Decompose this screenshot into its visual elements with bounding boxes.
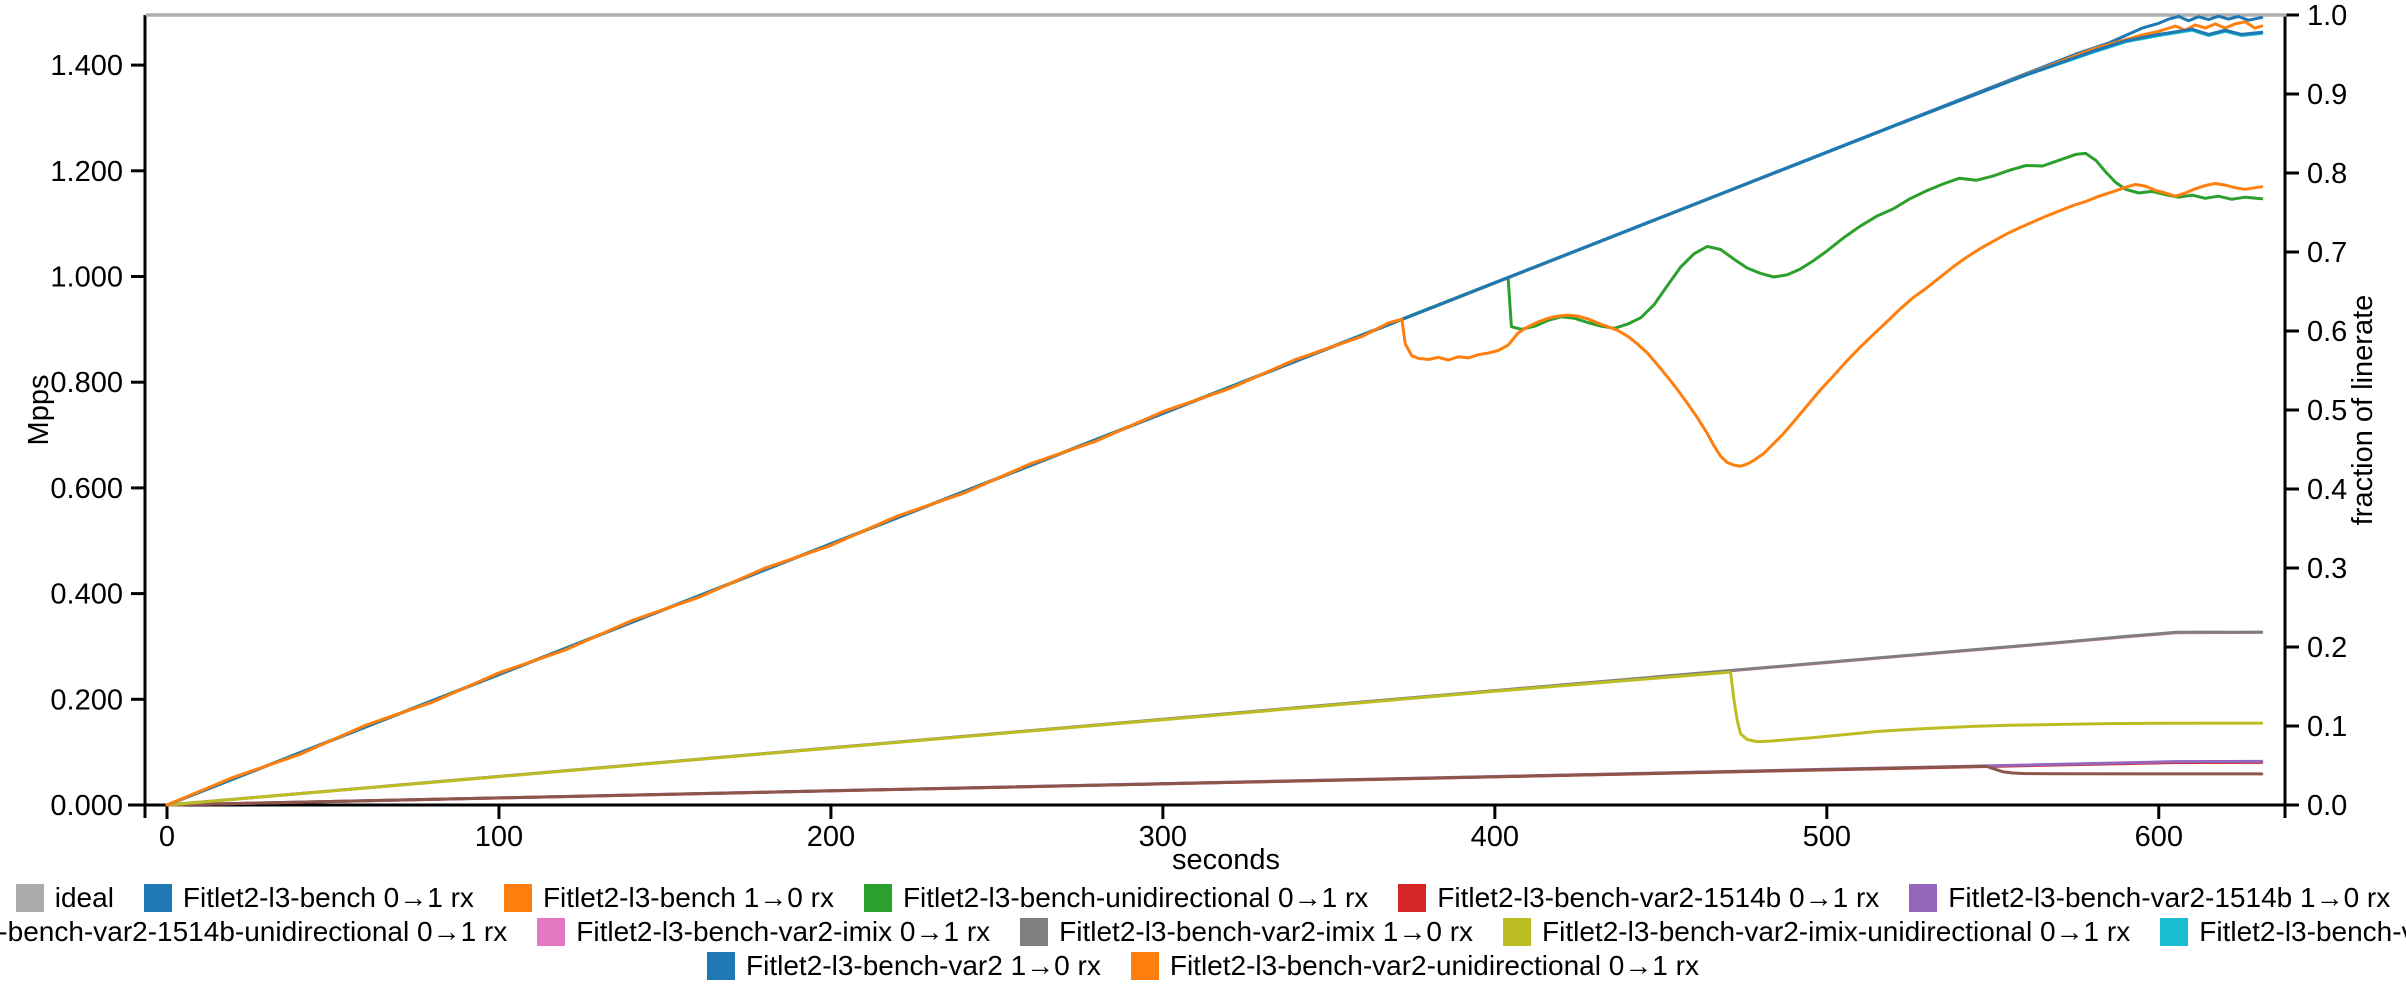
legend-row-3: Fitlet2-l3-bench-var2 1→0 rx Fitlet2-l3-b… <box>707 949 1699 983</box>
left-tick-label: 0.600 <box>50 473 123 505</box>
legend-item-label: Fitlet2-l3-bench-var2-1514b-unidirection… <box>0 916 508 947</box>
legend-swatch-icon <box>1503 918 1532 946</box>
legend-item: Fitlet2-l3-bench 0→1 rx <box>143 882 474 914</box>
right-tick-label: 0.0 <box>2307 790 2347 822</box>
series-line-fitlet2-l3-bench-unidirectional-0-1-rx <box>165 151 2264 807</box>
series-line-fitlet2-l3-bench-var2-1-0-rx <box>165 27 2264 807</box>
legend-item: Fitlet2-l3-bench-var2 0→1 rx <box>2160 916 2406 948</box>
right-tick-label: 0.5 <box>2307 395 2347 427</box>
legend-item: Fitlet2-l3-bench-var2-1514b 1→0 rx <box>1909 882 2390 914</box>
legend-item: Fitlet2-l3-bench-unidirectional 0→1 rx <box>863 882 1369 914</box>
x-tick-label: 500 <box>1803 821 1851 853</box>
series-line-fitlet2-l3-bench-var2-1514b-unidirectional-0-1-rx <box>165 764 2264 807</box>
legend-swatch-icon <box>143 884 172 912</box>
legend-swatch-icon <box>863 884 892 912</box>
legend-item-label: Fitlet2-l3-bench-var2-imix 0→1 rx <box>576 916 991 947</box>
x-tick-label: 0 <box>159 821 175 853</box>
legend-item-label: Fitlet2-l3-bench-unidirectional 0→1 rx <box>902 882 1369 913</box>
series-line-fitlet2-l3-bench-var2-unidirectional-0-1-rx <box>165 182 2264 807</box>
right-tick-label: 1.0 <box>2307 0 2347 32</box>
left-tick-label: 1.000 <box>50 262 123 294</box>
series-line-fitlet2-l3-bench-var2-0-1-rx <box>165 28 2264 807</box>
legend-item-label: Fitlet2-l3-bench-var2 0→1 rx <box>2199 916 2406 947</box>
right-tick-label: 0.6 <box>2307 316 2347 348</box>
right-tick-label: 0.2 <box>2307 632 2347 664</box>
legend-item-label: ideal <box>54 882 114 913</box>
legend-swatch-icon <box>1020 918 1049 946</box>
chart-canvas: 0.000 0.200 0.400 0.600 0.800 1.000 1.200 1.400… <box>23 0 2379 876</box>
right-tick-label: 0.9 <box>2307 79 2347 111</box>
right-tick-label: 0.8 <box>2307 158 2347 190</box>
legend-item-label: Fitlet2-l3-bench-var2 1→0 rx <box>746 950 1101 981</box>
legend-item: Fitlet2-l3-bench-var2-imix 0→1 rx <box>537 916 990 948</box>
legend-item: ideal <box>15 882 114 914</box>
legend-item: Fitlet2-l3-bench-var2-imix 1→0 rx <box>1020 916 1473 948</box>
right-tick-label: 0.4 <box>2307 474 2347 506</box>
x-axis-title: seconds <box>1172 844 1280 876</box>
right-tick-label: 0.1 <box>2307 711 2347 743</box>
left-tick-label: 1.200 <box>50 156 123 188</box>
legend-swatch-icon <box>1398 884 1427 912</box>
left-tick-label: 0.000 <box>50 790 123 822</box>
legend-row-2: Fitlet2-l3-bench-var2-1514b-unidirection… <box>0 915 2406 949</box>
legend-item-label: Fitlet2-l3-bench 0→1 rx <box>182 882 474 913</box>
left-tick-label: 0.400 <box>50 579 123 611</box>
legend-item-label: Fitlet2-l3-bench-var2-imix-unidirectiona… <box>1542 916 2131 947</box>
right-tick-label: 0.3 <box>2307 553 2347 585</box>
legend-item-label: Fitlet2-l3-bench-var2-imix 1→0 rx <box>1059 916 1474 947</box>
x-tick-label: 300 <box>1139 821 1187 853</box>
legend-swatch-icon <box>15 884 44 912</box>
series-lines <box>145 13 2287 807</box>
legend-swatch-icon <box>503 884 532 912</box>
legend-swatch-icon <box>1909 884 1938 912</box>
legend-item: Fitlet2-l3-bench-var2 1→0 rx <box>707 950 1101 982</box>
legend-item-label: Fitlet2-l3-bench 1→0 rx <box>542 882 834 913</box>
legend-item-label: Fitlet2-l3-bench-var2-unidirectional 0→1… <box>1169 950 1699 981</box>
chart-legend: ideal Fitlet2-l3-bench 0→1 rx Fitlet2-l3-b… <box>0 881 2406 983</box>
left-axis-title: Mpps <box>23 375 55 446</box>
legend-item: Fitlet2-l3-bench 1→0 rx <box>503 882 834 914</box>
legend-item: Fitlet2-l3-bench-var2-1514b 0→1 rx <box>1398 882 1879 914</box>
x-tick-label: 400 <box>1471 821 1519 853</box>
right-axis-title: fraction of linerate <box>2347 295 2379 526</box>
series-line-fitlet2-l3-bench-0-1-rx <box>165 14 2264 807</box>
legend-swatch-icon <box>537 918 566 946</box>
left-tick-label: 1.400 <box>50 50 123 82</box>
legend-swatch-icon <box>707 952 736 980</box>
legend-row-1: ideal Fitlet2-l3-bench 0→1 rx Fitlet2-l3-b… <box>15 881 2390 915</box>
legend-item-label: Fitlet2-l3-bench-var2-1514b 0→1 rx <box>1437 882 1880 913</box>
x-tick-label: 200 <box>807 821 855 853</box>
legend-swatch-icon <box>2160 918 2189 946</box>
legend-item: Fitlet2-l3-bench-var2-unidirectional 0→1… <box>1130 950 1699 982</box>
legend-item: Fitlet2-l3-bench-var2-imix-unidirectiona… <box>1503 916 2130 948</box>
left-tick-label: 0.800 <box>50 367 123 399</box>
series-line-fitlet2-l3-bench-1-0-rx <box>165 20 2264 807</box>
left-tick-label: 0.200 <box>50 684 123 716</box>
x-tick-label: 100 <box>475 821 523 853</box>
legend-swatch-icon <box>1130 952 1159 980</box>
series-line-fitlet2-l3-bench-var2-imix-unidirectional-0-1-rx <box>165 670 2264 807</box>
legend-item-label: Fitlet2-l3-bench-var2-1514b 1→0 rx <box>1948 882 2391 913</box>
right-tick-label: 0.7 <box>2307 237 2347 269</box>
legend-item: Fitlet2-l3-bench-var2-1514b-unidirection… <box>0 916 507 948</box>
axes: 0.000 0.200 0.400 0.600 0.800 1.000 1.200 1.400… <box>50 0 2347 853</box>
x-tick-label: 600 <box>2135 821 2183 853</box>
